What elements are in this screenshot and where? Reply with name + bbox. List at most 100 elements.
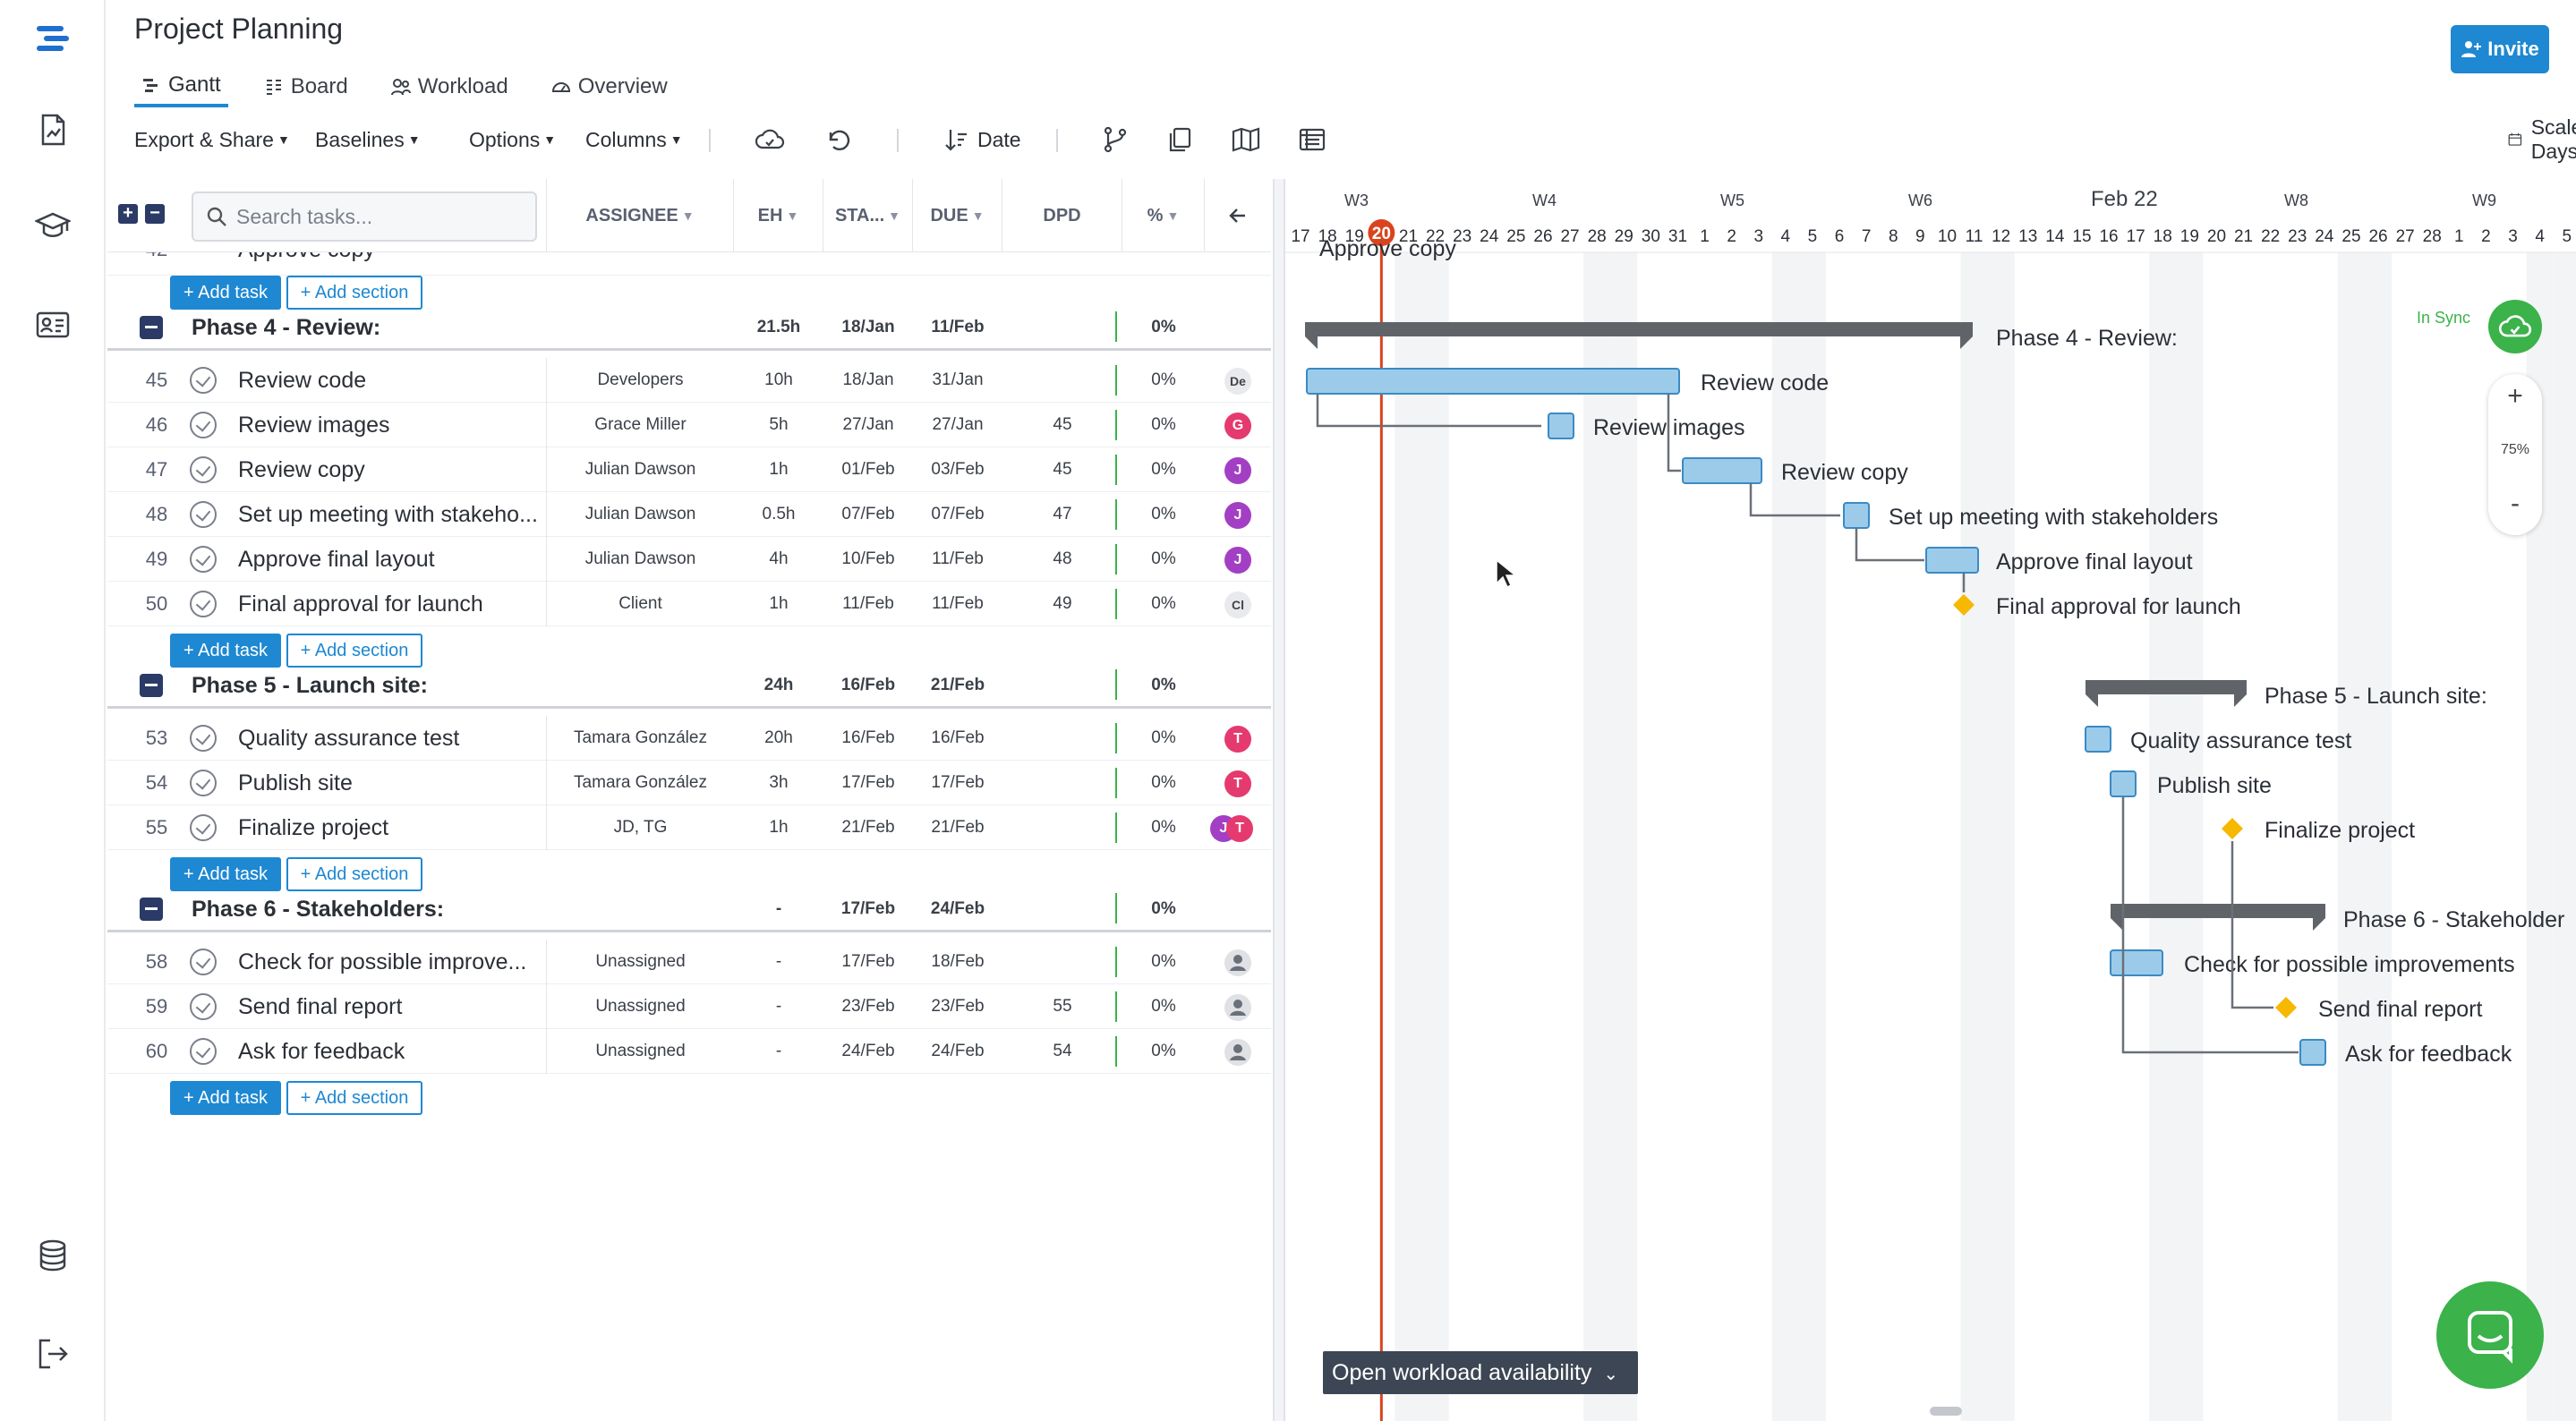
start-date[interactable]: 01/Feb — [841, 460, 895, 479]
estimated-hours[interactable]: 1h — [769, 594, 789, 613]
zoom-in-button[interactable]: + — [2507, 381, 2523, 411]
collapse-phase-button[interactable] — [140, 316, 163, 339]
depends-on[interactable]: 54 — [1053, 1042, 1072, 1060]
task-name[interactable]: Quality assurance test — [238, 726, 460, 751]
sort-date-button[interactable]: Date — [943, 122, 1021, 157]
due-date[interactable]: 21/Feb — [931, 818, 985, 837]
task-name[interactable]: Approve copy — [238, 252, 650, 272]
complete-checkbox[interactable] — [190, 412, 217, 438]
map-icon[interactable] — [1228, 122, 1264, 157]
estimated-hours[interactable]: - — [775, 952, 782, 971]
table-row[interactable]: 46 Review images Grace Miller 5h 27/Jan … — [107, 403, 1271, 447]
phase-name[interactable]: Phase 5 - Launch site: — [192, 673, 428, 698]
add-task-button[interactable]: + Add task — [170, 1081, 281, 1115]
complete-checkbox[interactable] — [190, 949, 217, 975]
scale-menu[interactable]: Scale: Days▼ — [2508, 115, 2576, 163]
col-pct-header[interactable]: % ▼ — [1122, 179, 1205, 252]
due-date[interactable]: 31/Jan — [932, 370, 984, 389]
expand-all-button[interactable]: + — [118, 204, 138, 224]
table-row[interactable]: 59 Send final report Unassigned - 23/Feb… — [107, 984, 1271, 1029]
depends-on[interactable] — [1002, 716, 1122, 761]
table-row[interactable]: 55 Finalize project JD, TG 1h 21/Feb 21/… — [107, 805, 1271, 850]
assignee[interactable]: Grace Miller — [594, 415, 687, 434]
table-row[interactable]: 50 Final approval for launch Client 1h 1… — [107, 582, 1271, 626]
start-date[interactable]: 17/Feb — [841, 773, 895, 792]
col-eh-header[interactable]: EH ▼ — [734, 179, 823, 252]
collapse-phase-button[interactable] — [140, 898, 163, 921]
task-name[interactable]: Publish site — [238, 770, 353, 796]
estimated-hours[interactable]: - — [775, 997, 782, 1016]
chat-button[interactable] — [2436, 1281, 2544, 1389]
task-name[interactable]: Set up meeting with stakeho... — [238, 502, 538, 527]
table-row[interactable]: 60 Ask for feedback Unassigned - 24/Feb … — [107, 1029, 1271, 1074]
estimated-hours[interactable]: 1h — [769, 818, 789, 837]
dependencies-icon[interactable] — [1097, 122, 1133, 157]
options-menu[interactable]: Options ▼ — [469, 122, 556, 157]
percent-complete[interactable]: 0% — [1151, 728, 1176, 747]
avatar[interactable]: De — [1224, 368, 1251, 395]
start-date[interactable]: 17/Feb — [841, 952, 895, 971]
depends-on[interactable]: 49 — [1053, 594, 1072, 613]
logout-icon[interactable] — [30, 1332, 75, 1376]
due-date[interactable]: 03/Feb — [931, 460, 985, 479]
tab-board[interactable]: Board — [257, 66, 355, 107]
phase-row[interactable]: Phase 6 - Stakeholders: - 17/Feb 24/Feb … — [107, 886, 1271, 932]
start-date[interactable]: 11/Feb — [842, 594, 894, 613]
col-dpd-header[interactable]: DPD — [1002, 179, 1122, 252]
depends-on[interactable]: 55 — [1053, 997, 1072, 1016]
phase-name[interactable]: Phase 6 - Stakeholders: — [192, 897, 445, 922]
complete-checkbox[interactable] — [190, 814, 217, 841]
pane-splitter[interactable] — [1273, 179, 1285, 1421]
complete-checkbox[interactable] — [190, 725, 217, 752]
invite-button[interactable]: Invite — [2451, 25, 2549, 73]
cloud-save-icon[interactable] — [752, 122, 788, 157]
add-section-button[interactable]: + Add section — [286, 1081, 422, 1115]
avatar[interactable]: Cl — [1224, 591, 1251, 618]
estimated-hours[interactable]: - — [775, 1042, 782, 1060]
depends-on[interactable] — [1002, 940, 1122, 984]
assignee[interactable]: Julian Dawson — [584, 460, 696, 479]
phase-row[interactable]: Phase 5 - Launch site: 24h 16/Feb 21/Feb… — [107, 662, 1271, 709]
due-date[interactable]: 11/Feb — [932, 594, 984, 613]
estimated-hours[interactable]: 20h — [764, 728, 793, 747]
table-row[interactable]: 42 Approve copy — [107, 252, 1271, 276]
cloud-sync-button[interactable] — [2488, 300, 2542, 353]
zoom-out-button[interactable]: - — [2511, 489, 2520, 518]
table-row[interactable]: 54 Publish site Tamara González 3h 17/Fe… — [107, 761, 1271, 805]
unassigned-avatar[interactable] — [1224, 1039, 1251, 1066]
due-date[interactable]: 24/Feb — [931, 1042, 985, 1060]
complete-checkbox[interactable] — [190, 546, 217, 573]
percent-complete[interactable]: 0% — [1151, 997, 1176, 1016]
task-name[interactable]: Approve final layout — [238, 547, 435, 572]
estimated-hours[interactable]: 10h — [764, 370, 793, 389]
table-row[interactable]: 49 Approve final layout Julian Dawson 4h… — [107, 537, 1271, 582]
add-section-button[interactable]: + Add section — [286, 634, 422, 668]
assignee[interactable]: Tamara González — [574, 728, 707, 747]
percent-complete[interactable]: 0% — [1151, 549, 1176, 568]
percent-complete[interactable]: 0% — [1151, 415, 1176, 434]
task-name[interactable]: Send final report — [238, 994, 403, 1019]
avatar[interactable]: J — [1224, 502, 1251, 529]
academy-icon[interactable] — [30, 204, 75, 249]
tab-overview[interactable]: Overview — [544, 66, 675, 107]
complete-checkbox[interactable] — [190, 770, 217, 796]
collapse-grid-button[interactable] — [1205, 179, 1271, 252]
col-due-header[interactable]: DUE ▼ — [913, 179, 1002, 252]
notes-icon[interactable] — [1294, 122, 1330, 157]
start-date[interactable]: 23/Feb — [841, 997, 895, 1016]
depends-on[interactable]: 45 — [1053, 460, 1072, 479]
start-date[interactable]: 21/Feb — [841, 818, 895, 837]
due-date[interactable]: 17/Feb — [931, 773, 985, 792]
due-date[interactable]: 18/Feb — [931, 952, 985, 971]
assignee[interactable]: Unassigned — [595, 997, 686, 1016]
start-date[interactable]: 27/Jan — [842, 415, 894, 434]
tab-workload[interactable]: Workload — [384, 66, 516, 107]
contacts-icon[interactable] — [30, 302, 75, 347]
search-box[interactable] — [192, 191, 537, 242]
assignee[interactable]: Developers — [597, 370, 684, 389]
avatar[interactable]: T — [1224, 726, 1251, 753]
avatar[interactable]: G — [1224, 413, 1251, 439]
table-row[interactable]: 48 Set up meeting with stakeho... Julian… — [107, 492, 1271, 537]
collapse-all-button[interactable]: − — [145, 204, 165, 224]
open-workload-button[interactable]: Open workload availability ⌄ — [1323, 1351, 1638, 1394]
